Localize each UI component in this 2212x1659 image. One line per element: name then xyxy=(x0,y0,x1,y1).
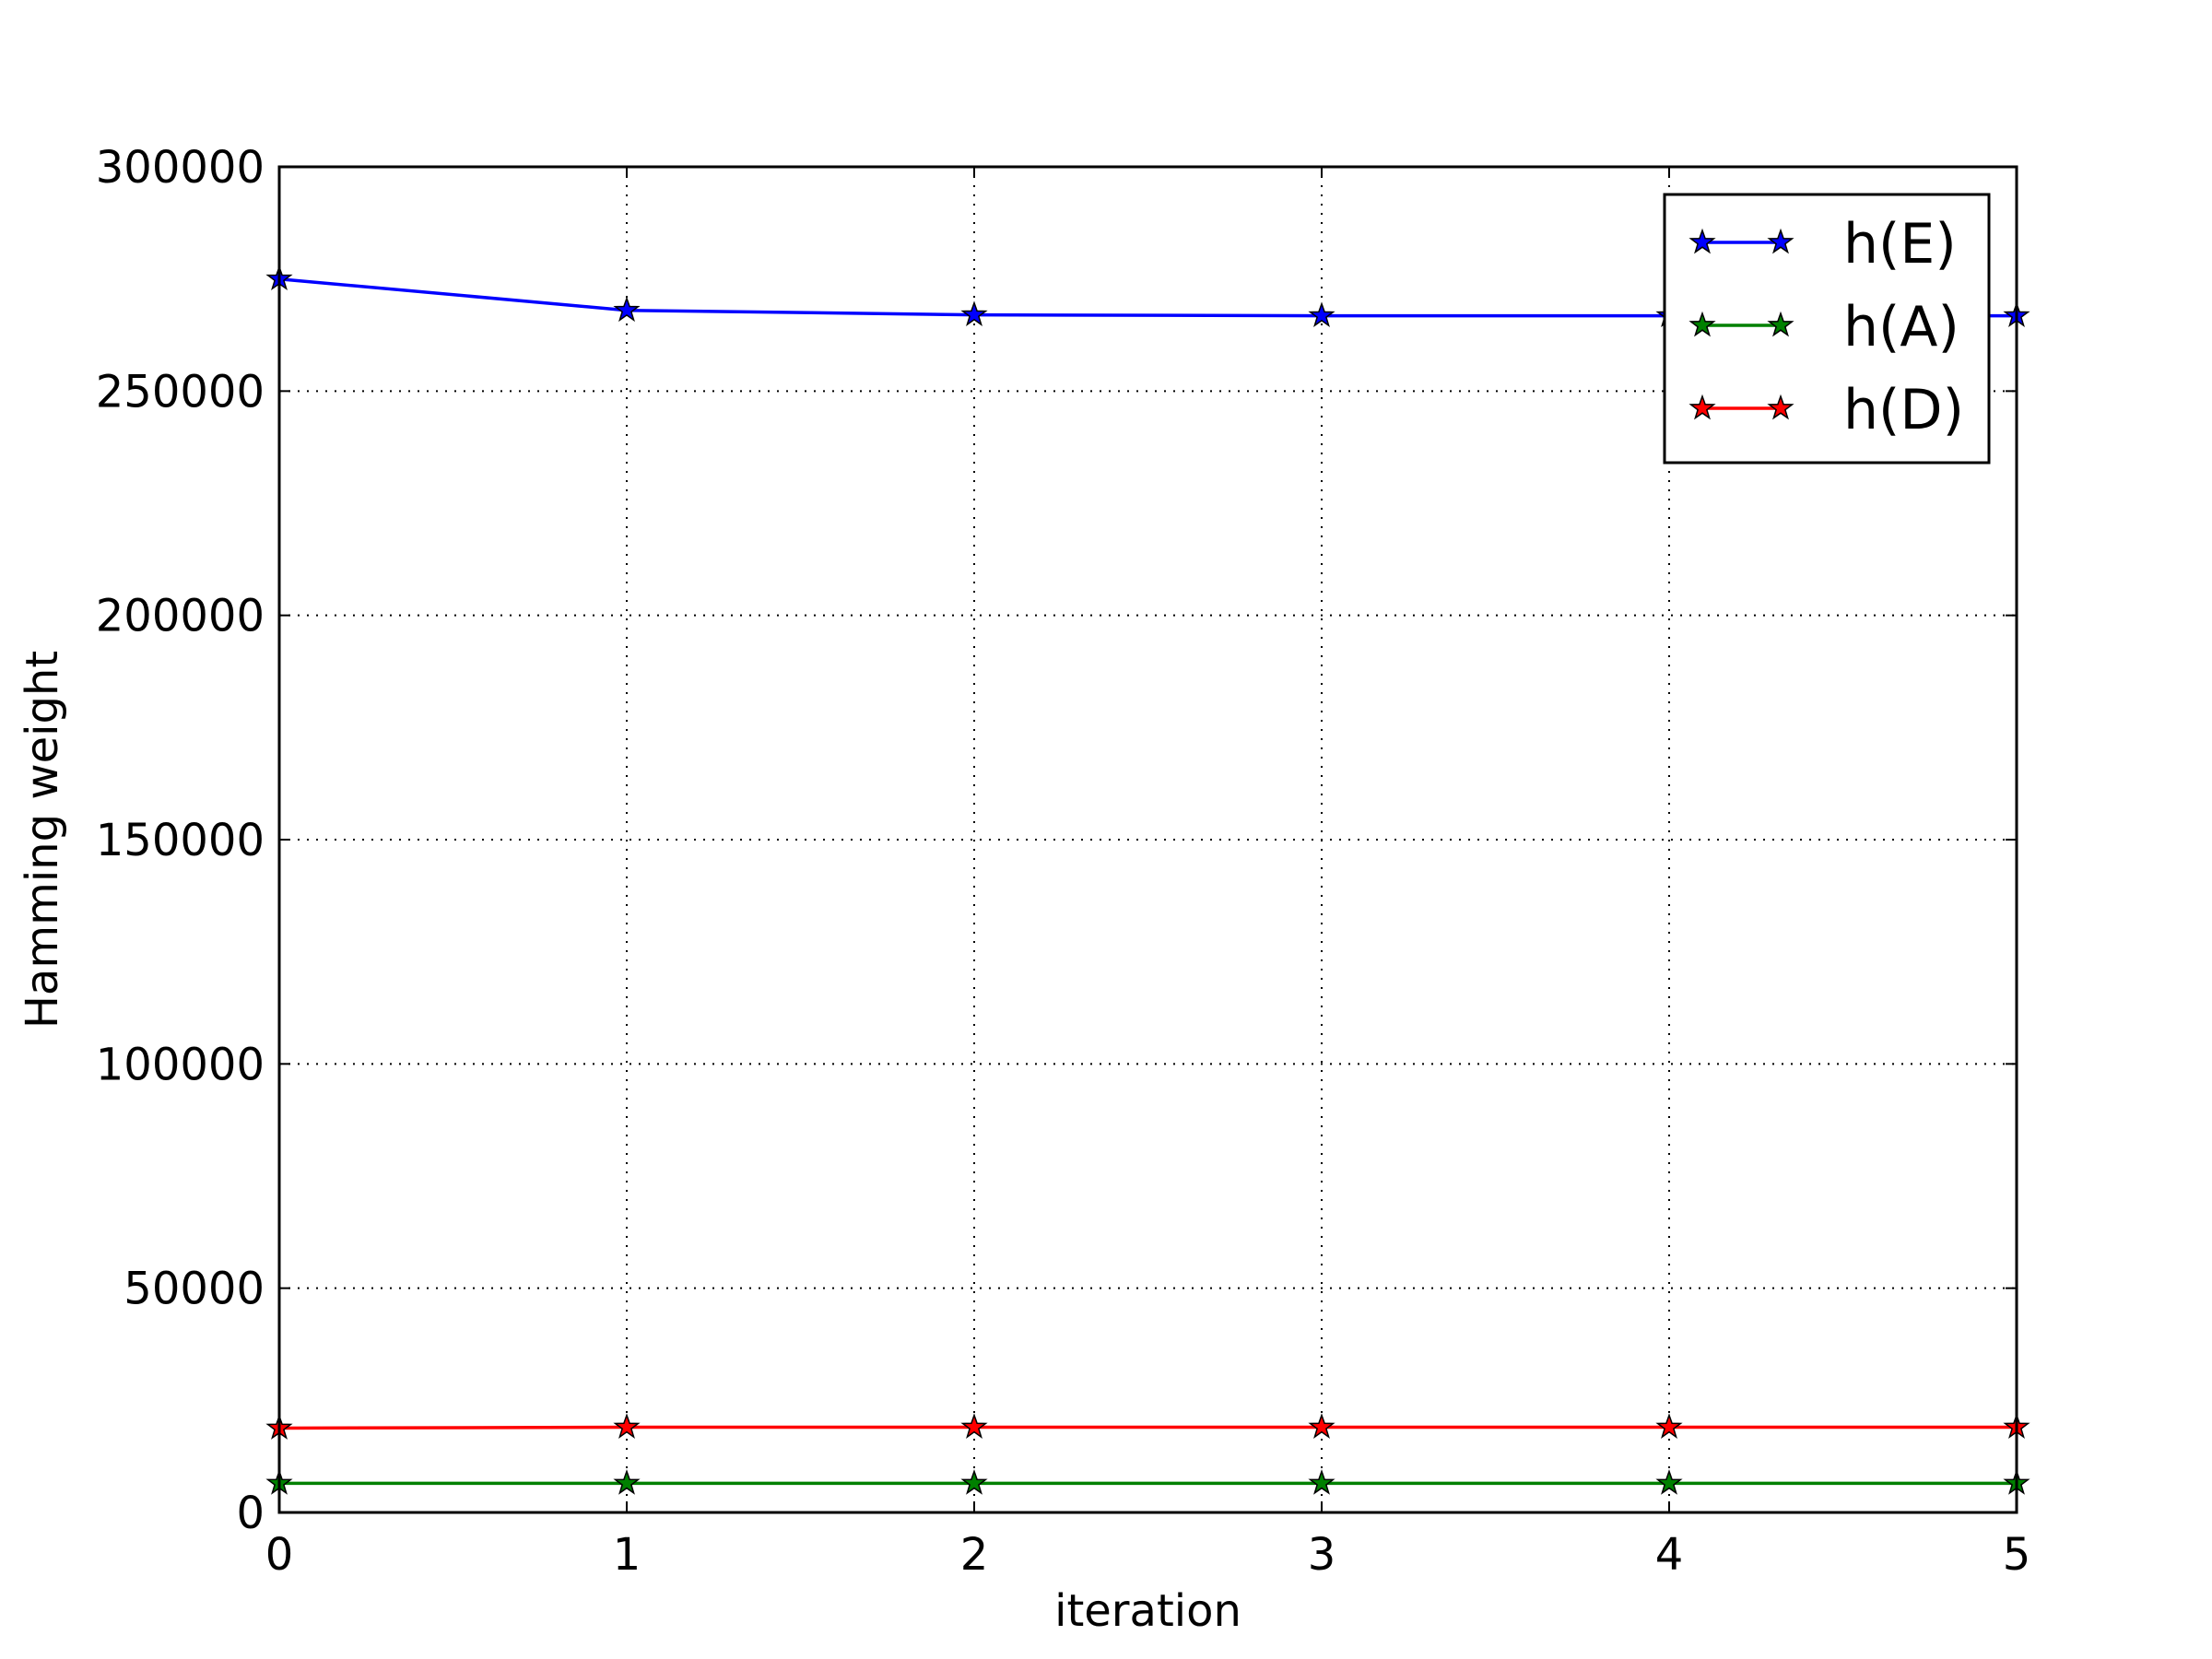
x-axis-label: iteration xyxy=(1054,1585,1241,1637)
data-point-marker xyxy=(1655,1413,1683,1439)
data-point-marker xyxy=(613,1469,641,1495)
data-point-marker xyxy=(960,300,988,326)
data-point-marker xyxy=(1308,1469,1335,1495)
x-tick-label: 4 xyxy=(1655,1529,1684,1581)
legend-label: h(E) xyxy=(1843,212,1957,276)
y-tick-label: 100000 xyxy=(96,1039,265,1090)
legend-item: h(D) xyxy=(1688,378,1964,442)
y-tick-label: 300000 xyxy=(96,142,265,194)
legend-item: h(A) xyxy=(1688,295,1959,359)
data-point-marker xyxy=(1308,1413,1335,1439)
y-tick-label: 250000 xyxy=(96,366,265,418)
legend-marker xyxy=(1688,228,1716,254)
y-axis-label: Hamming weight xyxy=(17,651,68,1029)
data-point-marker xyxy=(613,296,641,323)
data-point-marker xyxy=(1655,1469,1683,1495)
legend: h(E) h(A) h(D) xyxy=(1663,193,1991,465)
legend-marker xyxy=(1767,394,1794,420)
axis-ticks: 0 1 2 3 4 5 0 50000 100000 150000 200000 250000 3000… xyxy=(96,142,2031,1581)
series-line xyxy=(278,1425,2017,1430)
x-tick-label: 3 xyxy=(1308,1529,1336,1581)
y-tick-label: 50000 xyxy=(124,1264,265,1315)
legend-box xyxy=(1663,193,1991,465)
data-point-marker xyxy=(960,1413,988,1439)
x-tick-label: 2 xyxy=(960,1529,989,1581)
x-tick-label: 5 xyxy=(2003,1529,2031,1581)
legend-label: h(A) xyxy=(1843,295,1959,359)
y-tick-label: 150000 xyxy=(96,815,265,866)
legend-marker xyxy=(1767,228,1794,254)
data-point-marker xyxy=(613,1413,641,1439)
y-tick-label: 200000 xyxy=(96,591,265,642)
legend-label: h(D) xyxy=(1843,378,1964,442)
x-tick-label: 0 xyxy=(265,1529,294,1581)
x-tick-label: 1 xyxy=(613,1529,641,1581)
data-point-marker xyxy=(960,1469,988,1495)
y-tick-label: 0 xyxy=(236,1488,265,1539)
legend-marker xyxy=(1688,394,1716,420)
data-point-marker xyxy=(1308,301,1335,327)
legend-item: h(E) xyxy=(1688,212,1957,276)
legend-marker xyxy=(1688,311,1716,337)
legend-marker xyxy=(1767,311,1794,337)
